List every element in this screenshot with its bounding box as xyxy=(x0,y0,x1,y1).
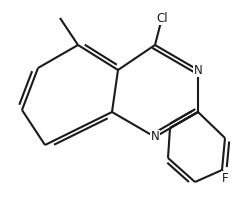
Text: Cl: Cl xyxy=(156,11,168,25)
Text: N: N xyxy=(150,130,160,144)
Text: F: F xyxy=(222,171,228,185)
Text: N: N xyxy=(194,64,202,76)
